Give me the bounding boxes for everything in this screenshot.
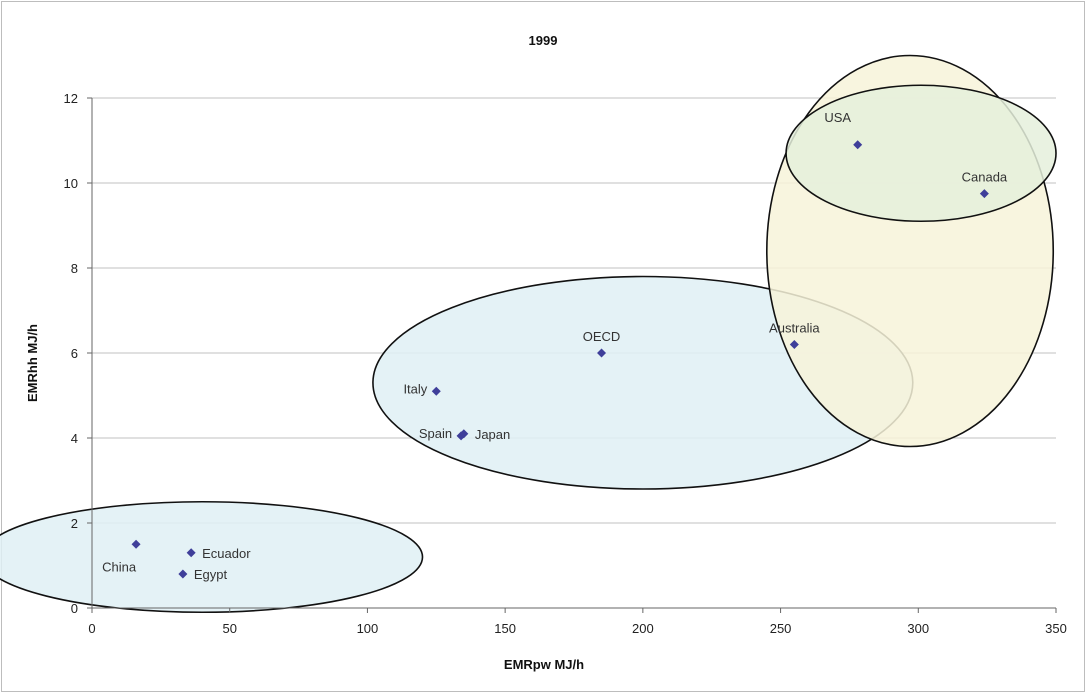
x-tick-label-6: 300 <box>907 621 929 636</box>
data-point-6 <box>597 348 607 358</box>
point-label-7: Australia <box>769 321 820 336</box>
x-axis-title: EMRpw MJ/h <box>504 657 584 672</box>
x-tick-label-1: 50 <box>222 621 236 636</box>
y-tick-label-6: 12 <box>64 91 78 106</box>
point-label-8: USA <box>824 110 851 125</box>
tick-labels: 0 50 100 150 200 250 300 350 0 2 4 6 8 10 12 <box>64 91 1067 636</box>
data-point-3 <box>431 386 441 396</box>
x-tick-label-2: 100 <box>357 621 379 636</box>
y-tick-label-2: 4 <box>71 431 78 446</box>
data-point-8 <box>853 140 863 150</box>
x-tick-label-7: 350 <box>1045 621 1067 636</box>
data-point-5 <box>459 429 469 439</box>
chart-title: 1999 <box>529 33 558 48</box>
data-point-2 <box>178 569 188 579</box>
group-ellipse-0 <box>0 500 424 614</box>
point-label-1: Ecuador <box>202 546 251 561</box>
y-axis-title: EMRhh MJ/h <box>25 324 40 402</box>
data-point-0 <box>131 539 141 549</box>
point-label-3: Italy <box>403 381 427 396</box>
group-ellipse-3 <box>785 84 1057 223</box>
y-tick-label-0: 0 <box>71 601 78 616</box>
x-tick-label-0: 0 <box>88 621 95 636</box>
point-label-5: Japan <box>475 427 510 442</box>
x-tick-label-5: 250 <box>770 621 792 636</box>
x-tick-label-4: 200 <box>632 621 654 636</box>
point-label-2: Egypt <box>194 567 228 582</box>
data-point-9 <box>979 189 989 199</box>
x-tick-label-3: 150 <box>494 621 516 636</box>
group-ellipses <box>0 54 1057 614</box>
point-label-9: Canada <box>962 170 1008 185</box>
data-point-1 <box>186 548 196 558</box>
y-tick-label-1: 2 <box>71 516 78 531</box>
data-point-7 <box>789 340 799 349</box>
y-tick-label-4: 8 <box>71 261 78 276</box>
y-tick-label-3: 6 <box>71 346 78 361</box>
point-label-0: China <box>102 559 137 574</box>
data-points <box>131 140 989 579</box>
point-label-6: OECD <box>583 329 621 344</box>
point-label-4: Spain <box>419 426 452 441</box>
point-labels: China Ecuador Egypt Italy Spain Japan OECD Aust… <box>102 110 1008 582</box>
y-tick-label-5: 10 <box>64 176 78 191</box>
